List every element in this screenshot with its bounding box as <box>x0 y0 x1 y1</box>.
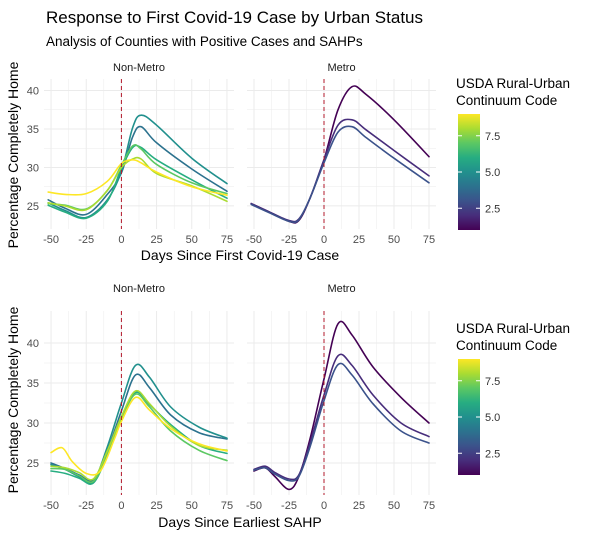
x-tick-label: 0 <box>118 234 124 246</box>
legend-title-line2: Continuum Code <box>456 93 557 108</box>
series-line-code-7 <box>47 144 228 211</box>
x-tick-label: -50 <box>246 234 262 246</box>
x-tick-label: -25 <box>281 500 297 512</box>
y-axis-label: Percentage Completely Home <box>5 61 21 248</box>
x-tick-label: -50 <box>43 500 59 512</box>
legend-title-line2: Continuum Code <box>456 338 557 353</box>
series-line-code-3 <box>253 362 430 482</box>
y-tick-label: 35 <box>27 124 39 136</box>
x-tick-label: 50 <box>388 234 400 246</box>
series-line-code-9 <box>50 396 228 476</box>
x-tick-label: 50 <box>186 500 198 512</box>
x-tick-label: 25 <box>150 500 162 512</box>
chart-title: Response to First Covid-19 Case by Urban… <box>46 8 423 27</box>
series-line-code-6 <box>47 144 228 220</box>
legend-tick-label: 5.0 <box>485 412 500 424</box>
legend-tick-label: 2.5 <box>485 448 500 460</box>
panel-non-metro: Non-Metro -50 -25 0 25 50 75 25 30 35 40 <box>27 283 234 512</box>
series-line-code-1 <box>253 320 430 491</box>
series-line-code-2 <box>253 353 430 481</box>
series-line-code-4 <box>47 125 228 216</box>
panel-metro: Metro -50 -25 0 25 50 75 <box>246 283 436 512</box>
top-chart: Non-Metro -50 -25 0 25 50 75 25 30 35 40 Metro -50 -2… <box>5 61 570 263</box>
x-tick-label: 75 <box>221 500 233 512</box>
strip-label: Non-Metro <box>113 62 165 74</box>
y-tick-label: 40 <box>27 86 39 98</box>
legend: USDA Rural-Urban Continuum Code 2.5 5.0 7.5 <box>456 76 570 230</box>
bottom-chart: Non-Metro -50 -25 0 25 50 75 25 30 35 40 Metro -50 -2… <box>5 283 570 530</box>
y-tick-label: 25 <box>27 201 39 213</box>
chart-subtitle: Analysis of Counties with Positive Cases… <box>46 34 363 49</box>
y-tick-label: 25 <box>27 458 39 470</box>
x-tick-label: -25 <box>281 234 297 246</box>
legend-title-line1: USDA Rural-Urban <box>456 321 570 336</box>
y-tick-label: 30 <box>27 162 39 174</box>
x-tick-label: 0 <box>321 234 327 246</box>
x-tick-label: 25 <box>353 500 365 512</box>
legend: USDA Rural-Urban Continuum Code 2.5 5.0 7.5 <box>456 321 570 475</box>
y-axis-label: Percentage Completely Home <box>5 306 21 493</box>
x-tick-label: 25 <box>150 234 162 246</box>
y-tick-label: 35 <box>27 378 39 390</box>
series-line-code-3 <box>250 125 430 224</box>
series-line-code-5 <box>47 114 228 219</box>
strip-label: Metro <box>327 62 355 74</box>
legend-tick-label: 5.0 <box>485 167 500 179</box>
legend-colorbar <box>458 359 480 475</box>
x-axis-label: Days Since Earliest SAHP <box>158 514 321 530</box>
legend-tick-label: 7.5 <box>485 376 500 388</box>
legend-tick-label: 2.5 <box>485 203 500 215</box>
x-tick-label: 0 <box>321 500 327 512</box>
x-tick-label: -50 <box>43 234 59 246</box>
panel-metro: Metro -50 -25 0 25 50 75 <box>246 62 436 246</box>
strip-label: Non-Metro <box>113 283 165 295</box>
x-axis-label: Days Since First Covid-19 Case <box>141 247 340 263</box>
x-tick-label: 75 <box>221 234 233 246</box>
x-tick-label: 50 <box>186 234 198 246</box>
y-tick-label: 40 <box>27 338 39 350</box>
x-tick-label: -25 <box>78 234 94 246</box>
legend-tick-label: 7.5 <box>485 131 500 143</box>
legend-colorbar <box>458 114 480 230</box>
strip-label: Metro <box>327 283 355 295</box>
x-tick-label: 0 <box>118 500 124 512</box>
x-tick-label: 75 <box>423 500 435 512</box>
legend-title-line1: USDA Rural-Urban <box>456 76 570 91</box>
x-tick-label: -25 <box>78 500 94 512</box>
x-tick-label: 50 <box>388 500 400 512</box>
x-tick-label: 75 <box>423 234 435 246</box>
series-line-code-1 <box>250 85 430 224</box>
series-line-code-9 <box>47 158 228 196</box>
y-tick-label: 30 <box>27 418 39 430</box>
x-tick-label: 25 <box>353 234 365 246</box>
x-tick-label: -50 <box>246 500 262 512</box>
panel-non-metro: Non-Metro -50 -25 0 25 50 75 25 30 35 40 <box>27 62 234 246</box>
